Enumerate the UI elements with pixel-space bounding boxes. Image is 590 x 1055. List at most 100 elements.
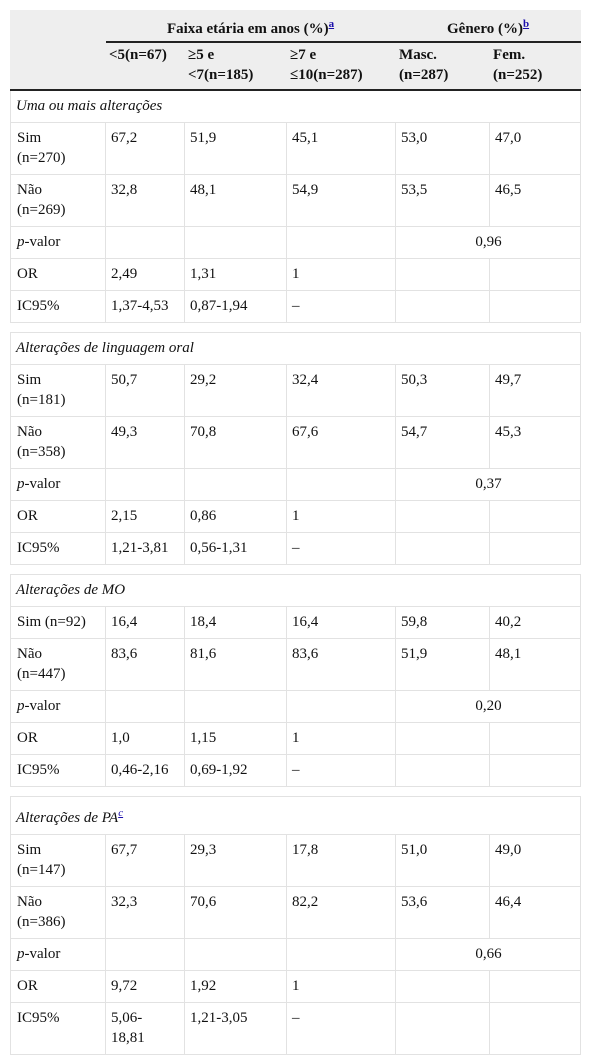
section-row: Uma ou mais alterações xyxy=(9,89,582,123)
section-row: Alterações de linguagem oral xyxy=(9,332,582,365)
text-line: (n=270) xyxy=(17,150,66,166)
stat-row: IC95% 1,37-4,53 0,87-1,94 – xyxy=(10,290,582,323)
data-cell: 5,06- 18,81 xyxy=(105,1002,185,1055)
cell-text: 54,9 xyxy=(292,182,319,198)
footnote-ref: a xyxy=(329,16,335,30)
data-cell: 17,8 xyxy=(285,834,397,887)
data-cell: 54,9 xyxy=(285,174,397,227)
cell-text: 67,6 xyxy=(292,424,319,440)
text-line: (n=287) xyxy=(399,67,449,83)
text-line: OR xyxy=(17,266,38,282)
cell-text: 29,3 xyxy=(190,842,217,858)
cell-text: 47,0 xyxy=(495,130,522,146)
p-value-row: p-valor 0,20 xyxy=(10,690,582,723)
cell-text: 83,6 xyxy=(292,646,319,662)
data-cell: – xyxy=(285,1002,397,1055)
data-cell: 1 xyxy=(285,722,397,755)
column-header: Masc. (n=287) xyxy=(395,41,491,91)
text-line: Não xyxy=(17,646,42,662)
data-cell: 83,6 xyxy=(105,638,185,691)
cell-text: 17,8 xyxy=(292,842,319,858)
row-label: Não (n=386) xyxy=(10,886,106,939)
data-cell: 1,37-4,53 xyxy=(105,290,185,323)
data-cell: 47,0 xyxy=(489,122,582,175)
text-line: 5,06- xyxy=(111,1010,143,1026)
footnote-ref: c xyxy=(118,805,123,819)
corner-cell xyxy=(10,10,106,43)
data-cell xyxy=(489,970,582,1003)
data-cell: 70,6 xyxy=(184,886,287,939)
row-label: Sim (n=92) xyxy=(10,606,106,639)
text-line: (n=358) xyxy=(17,444,66,460)
data-cell: 49,3 xyxy=(105,416,185,469)
data-cell: 1,21-3,81 xyxy=(105,532,185,565)
row-label: Sim (n=181) xyxy=(10,364,106,417)
stat-row: OR 1,0 1,15 1 xyxy=(10,722,582,755)
data-cell: 45,3 xyxy=(489,416,582,469)
text-line: OR xyxy=(17,730,38,746)
table-body: Uma ou mais alterações Sim (n=270) 67,2 51,9… xyxy=(9,89,582,1055)
page: Faixa etária em anos (%)a Gênero (%)b <5… xyxy=(9,10,582,1055)
column-header: <5(n=67) xyxy=(105,41,185,91)
data-cell: 51,0 xyxy=(395,834,491,887)
data-cell: 67,2 xyxy=(105,122,185,175)
cell-text: 32,4 xyxy=(292,372,319,388)
cell-text: 81,6 xyxy=(190,646,217,662)
data-cell: 32,4 xyxy=(285,364,397,417)
cell-text: 0,46-2,16 xyxy=(111,762,169,778)
footnote-link[interactable]: b xyxy=(522,18,530,30)
data-cell xyxy=(489,500,582,533)
text-line: IC95% xyxy=(17,298,60,314)
text-line: (n=252) xyxy=(493,67,543,83)
cell-text: – xyxy=(292,762,300,778)
data-cell: 50,3 xyxy=(395,364,491,417)
data-cell: 0,86 xyxy=(184,500,287,533)
data-cell xyxy=(489,754,582,787)
section-title: Alterações de MO xyxy=(9,574,582,607)
data-cell: 1,15 xyxy=(184,722,287,755)
data-cell: 53,5 xyxy=(395,174,491,227)
p-italic: p xyxy=(17,234,25,250)
stat-row: OR 2,15 0,86 1 xyxy=(10,500,582,533)
cell-text: – xyxy=(292,540,300,556)
data-cell: 67,6 xyxy=(285,416,397,469)
cell-text: 1,21-3,05 xyxy=(190,1010,248,1026)
row-label: Não (n=358) xyxy=(10,416,106,469)
text-line: <5(n=67) xyxy=(109,47,167,63)
footnote-link[interactable]: a xyxy=(328,18,335,30)
text-line: (n=269) xyxy=(17,202,66,218)
data-cell xyxy=(489,722,582,755)
empty-cell xyxy=(184,690,287,723)
data-cell: 1,21-3,05 xyxy=(184,1002,287,1055)
section-title: Alterações de linguagem oral xyxy=(9,332,582,365)
data-cell: 53,6 xyxy=(395,886,491,939)
cell-text: 1,21-3,81 xyxy=(111,540,169,556)
empty-cell xyxy=(184,938,287,971)
data-cell: 53,0 xyxy=(395,122,491,175)
data-cell: – xyxy=(285,290,397,323)
cell-text: 48,1 xyxy=(190,182,217,198)
data-cell: 0,87-1,94 xyxy=(184,290,287,323)
empty-cell xyxy=(184,468,287,501)
p-label-rest: -valor xyxy=(24,698,61,714)
cell-text: 48,1 xyxy=(495,646,522,662)
row-label: OR xyxy=(10,970,106,1003)
p-value-row: p-valor 0,37 xyxy=(10,468,582,501)
cell-text: 53,5 xyxy=(401,182,428,198)
text-line: (n=447) xyxy=(17,666,66,682)
column-header: ≥7 e ≤10(n=287) xyxy=(285,41,397,91)
text-line: IC95% xyxy=(17,762,60,778)
cell-text: 83,6 xyxy=(111,646,138,662)
cell-text: 67,2 xyxy=(111,130,138,146)
text-line: Não xyxy=(17,182,42,198)
cell-text: – xyxy=(292,298,300,314)
cell-text: 16,4 xyxy=(111,614,138,630)
p-value: 0,20 xyxy=(395,690,582,723)
data-row: Não (n=447) 83,6 81,6 83,6 51,9 48,1 xyxy=(10,638,582,691)
data-cell: 0,56-1,31 xyxy=(184,532,287,565)
data-cell: 67,7 xyxy=(105,834,185,887)
cell-text: 49,3 xyxy=(111,424,138,440)
section-title-text: Alterações de linguagem oral xyxy=(16,340,194,356)
row-label: OR xyxy=(10,258,106,291)
footnote-link[interactable]: c xyxy=(118,807,124,819)
